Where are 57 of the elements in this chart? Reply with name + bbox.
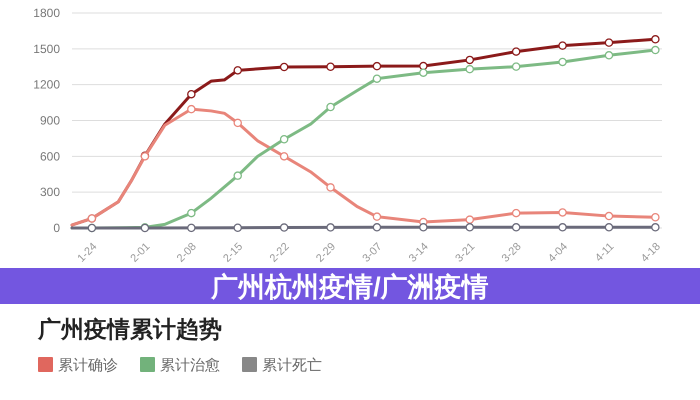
y-tick-label: 300	[40, 185, 60, 200]
point	[558, 208, 567, 217]
point	[419, 223, 428, 232]
point	[372, 62, 382, 70]
point	[372, 212, 382, 221]
point	[419, 68, 428, 77]
point	[604, 51, 614, 60]
point	[512, 223, 520, 232]
legend-label: 累计死亡	[262, 357, 322, 374]
legend-label: 累计治愈	[160, 357, 220, 374]
point	[187, 90, 196, 98]
x-tick-label: 3-21	[453, 240, 478, 265]
y-tick-label: 1500	[33, 42, 60, 56]
point	[326, 183, 335, 192]
point	[372, 74, 382, 83]
point	[558, 41, 567, 50]
x-tick-label: 4-11	[593, 240, 616, 264]
point	[326, 102, 335, 112]
point	[280, 62, 288, 72]
y-tick-label: 600	[40, 149, 60, 164]
point	[604, 212, 614, 220]
point	[280, 135, 288, 144]
point	[372, 223, 382, 232]
point	[326, 223, 335, 232]
point	[326, 62, 335, 71]
point	[651, 35, 660, 44]
point	[604, 223, 614, 232]
point	[651, 223, 660, 232]
point	[187, 104, 196, 114]
point	[233, 171, 242, 180]
point	[233, 224, 242, 232]
point	[187, 208, 196, 218]
point	[187, 224, 196, 232]
y-tick-label: 1200	[33, 78, 60, 92]
point	[651, 213, 660, 222]
point	[512, 47, 520, 56]
point	[558, 223, 567, 232]
point	[512, 208, 520, 218]
y-tick-label: 0	[53, 221, 60, 235]
point	[280, 152, 288, 161]
text: 广州疫情累计趋势	[37, 316, 222, 342]
point	[512, 62, 520, 71]
point	[466, 215, 474, 224]
text: 广州杭州疫情/广洲疫情	[210, 272, 489, 302]
point	[651, 46, 660, 54]
y-tick-label: 1800	[33, 6, 60, 20]
point	[280, 223, 288, 232]
point	[233, 66, 242, 75]
point	[558, 58, 567, 66]
legend-label: 累计确诊	[58, 357, 118, 374]
point	[466, 56, 474, 64]
y-tick-label: 900	[40, 114, 60, 128]
point	[233, 118, 242, 128]
point	[466, 223, 474, 232]
point	[604, 38, 614, 47]
point	[466, 64, 474, 74]
point	[419, 62, 428, 70]
